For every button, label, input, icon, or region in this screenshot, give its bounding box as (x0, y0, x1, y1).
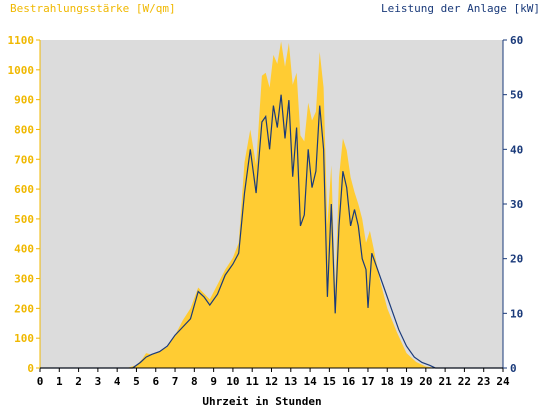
x-tick-label: 24 (496, 375, 510, 388)
x-tick-label: 13 (284, 375, 297, 388)
x-tick-label: 15 (323, 375, 336, 388)
x-tick-label: 6 (152, 375, 159, 388)
right-tick-label: 60 (510, 34, 523, 47)
x-tick-label: 23 (477, 375, 490, 388)
tick-labels-layer: 0 1 2 3 4 5 6 7 8 9 10 11 12 13 14 15 16 17 18 19 20 21 22 23 24… (8, 34, 524, 388)
x-tick-label: 0 (37, 375, 44, 388)
left-tick-label: 200 (14, 302, 34, 315)
left-tick-label: 1000 (8, 64, 35, 77)
left-tick-label: 700 (14, 153, 34, 166)
x-tick-label: 18 (381, 375, 394, 388)
power-line (40, 94, 503, 369)
left-tick-label: 100 (14, 332, 34, 345)
x-tick-label: 11 (246, 375, 260, 388)
left-tick-label: 1100 (8, 34, 35, 47)
left-tick-label: 600 (14, 183, 34, 196)
left-tick-label: 400 (14, 243, 34, 256)
x-tick-label: 17 (361, 375, 374, 388)
x-tick-label: 1 (56, 375, 63, 388)
x-tick-label: 3 (95, 375, 102, 388)
x-tick-label: 4 (114, 375, 121, 388)
left-tick-label: 900 (14, 94, 34, 107)
irradiance-area (40, 41, 503, 368)
x-tick-label: 21 (439, 375, 453, 388)
left-axis-title: Bestrahlungsstärke [W/qm] (10, 2, 176, 15)
x-tick-label: 9 (210, 375, 217, 388)
left-tick-label: 300 (14, 273, 34, 286)
x-tick-label: 14 (303, 375, 317, 388)
right-tick-label: 10 (510, 307, 523, 320)
right-axis-title: Leistung der Anlage [kW] (381, 2, 540, 15)
left-tick-label: 500 (14, 213, 34, 226)
right-tick-label: 0 (510, 362, 517, 375)
power-line-layer (40, 94, 503, 369)
left-tick-label: 0 (27, 362, 34, 375)
right-tick-label: 30 (510, 198, 523, 211)
x-tick-label: 10 (226, 375, 239, 388)
x-tick-label: 20 (419, 375, 432, 388)
x-tick-label: 5 (133, 375, 140, 388)
left-tick-label: 800 (14, 123, 34, 136)
x-tick-label: 2 (75, 375, 82, 388)
right-tick-label: 40 (510, 143, 523, 156)
x-tick-label: 7 (172, 375, 179, 388)
x-tick-label: 8 (191, 375, 198, 388)
right-tick-label: 50 (510, 89, 523, 102)
x-tick-label: 16 (342, 375, 356, 388)
right-tick-label: 20 (510, 253, 523, 266)
x-tick-label: 19 (400, 375, 413, 388)
x-tick-label: 12 (265, 375, 278, 388)
x-tick-label: 22 (458, 375, 471, 388)
x-axis-label: Uhrzeit in Stunden (202, 395, 321, 408)
irradiance-area-layer (40, 41, 503, 368)
